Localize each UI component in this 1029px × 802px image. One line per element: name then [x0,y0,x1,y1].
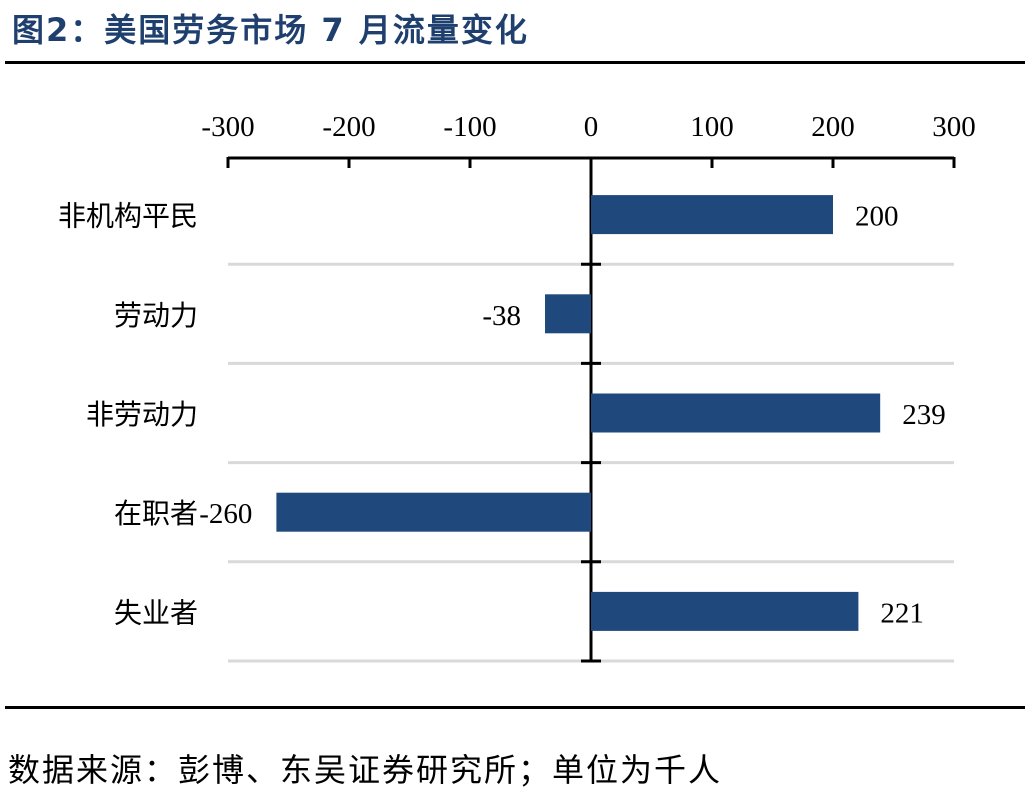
x-tick-label: 0 [584,111,599,143]
bar [276,492,591,532]
bar [591,195,833,235]
source-note: 数据来源：彭博、东吴证券研究所；单位为千人 [8,751,723,789]
x-tick-label: -100 [443,111,496,143]
bar [591,393,881,433]
x-tick-label: 100 [690,111,734,143]
category-label: 非劳动力 [86,399,198,431]
x-tick-label: 200 [811,111,855,143]
category-label: 失业者 [114,597,198,629]
category-label: 劳动力 [114,300,198,332]
bar [591,591,859,631]
x-tick-label: 300 [932,111,976,143]
bar-chart: -300 -200 -100 0 100 200 300 非机构平民 200 劳动力 -38 非劳动力… [58,111,976,663]
data-label: -260 [199,498,252,530]
data-label: 239 [902,399,946,431]
data-label: 200 [855,201,899,233]
x-tick-label: -300 [201,111,254,143]
x-tick-label: -200 [322,111,375,143]
data-label: -38 [482,300,521,332]
top-rule [5,61,1025,64]
bar [545,294,591,334]
category-label: 非机构平民 [58,201,198,233]
bottom-rule [5,706,1025,709]
data-label: 221 [880,597,924,629]
chart-title: 图2：美国劳务市场 7 月流量变化 [12,11,529,49]
category-label: 在职者 [114,498,198,530]
